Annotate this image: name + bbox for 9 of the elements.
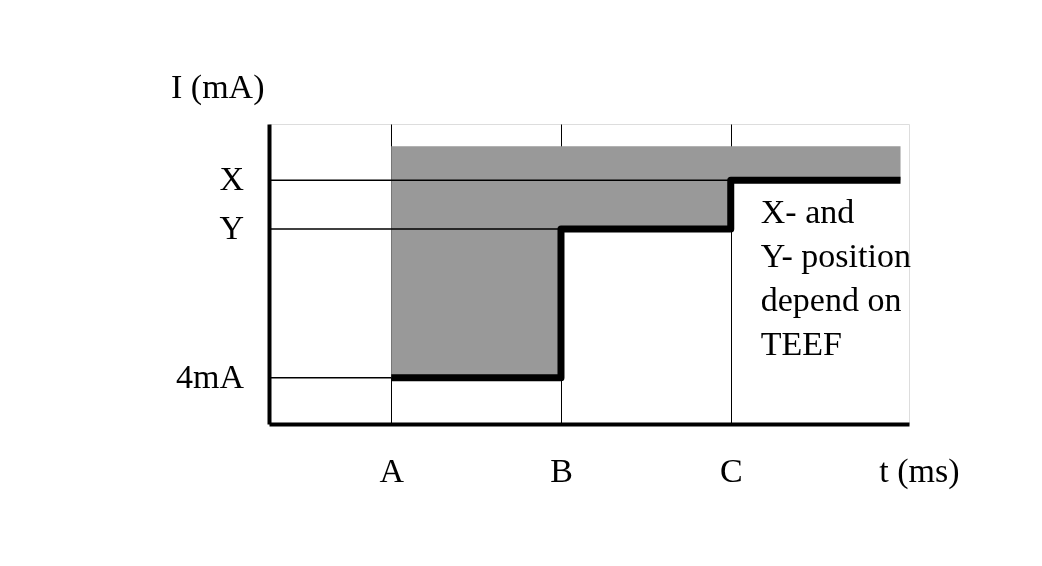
annotation: X- and Y- position depend on TEEF (760, 193, 911, 362)
x-tick-label: C (719, 451, 743, 489)
ref-line-label: X (219, 160, 244, 198)
ref-line-label: 4mA (176, 357, 245, 395)
y-axis-title: I (mA) (171, 67, 265, 106)
x-tick-label: B (550, 451, 573, 489)
x-axis-title: t (ms) (879, 451, 960, 490)
x-tick-label: A (379, 451, 405, 489)
ref-line-label: Y (219, 209, 244, 247)
